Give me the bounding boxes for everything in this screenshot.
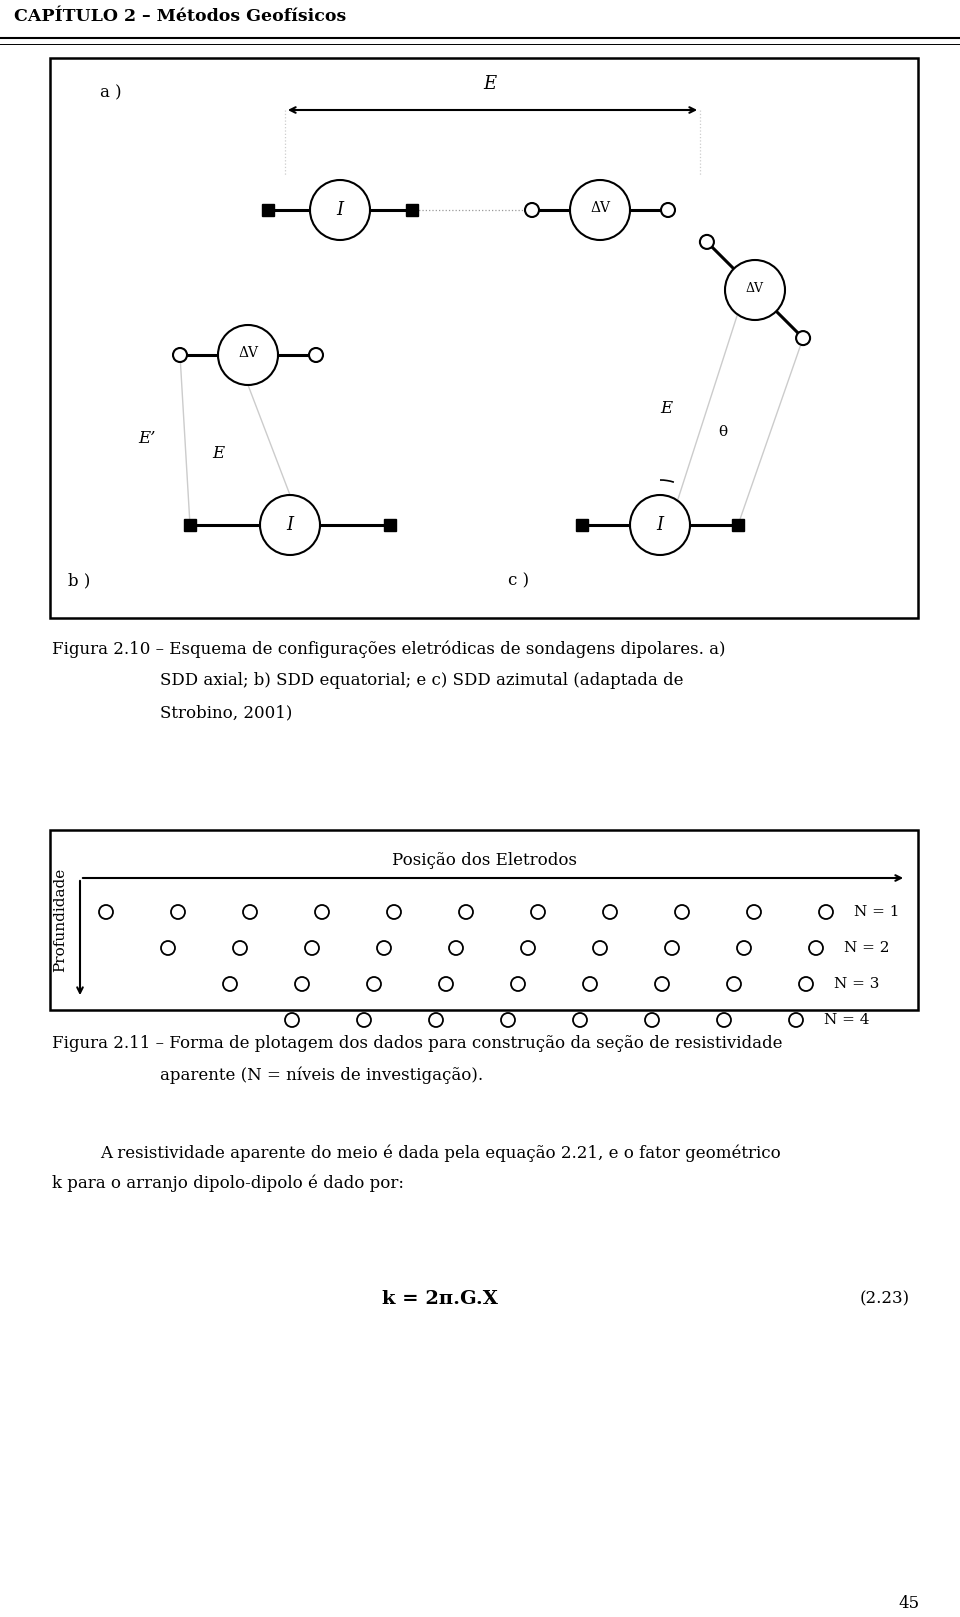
Circle shape — [665, 941, 679, 956]
Text: Figura 2.10 – Esquema de configurações eletródicas de sondagens dipolares. a): Figura 2.10 – Esquema de configurações e… — [52, 640, 726, 658]
Text: a ): a ) — [100, 84, 122, 100]
Text: c ): c ) — [508, 572, 529, 589]
Text: E’: E’ — [138, 430, 156, 446]
Text: ΔV: ΔV — [746, 281, 764, 294]
Text: A resistividade aparente do meio é dada pela equação 2.21, e o fator geométrico: A resistividade aparente do meio é dada … — [100, 1145, 780, 1163]
Circle shape — [630, 495, 690, 555]
Circle shape — [727, 977, 741, 991]
Circle shape — [737, 941, 751, 956]
Text: 45: 45 — [899, 1594, 920, 1612]
Circle shape — [310, 179, 370, 239]
Text: N = 2: N = 2 — [844, 941, 890, 956]
Circle shape — [583, 977, 597, 991]
Text: SDD axial; b) SDD equatorial; e c) SDD azimutal (adaptada de: SDD axial; b) SDD equatorial; e c) SDD a… — [160, 673, 684, 689]
Bar — [50, 58, 918, 618]
Circle shape — [285, 1012, 299, 1027]
Circle shape — [233, 941, 247, 956]
Text: Strobino, 2001): Strobino, 2001) — [160, 703, 293, 721]
Circle shape — [809, 941, 823, 956]
Circle shape — [305, 941, 319, 956]
Circle shape — [439, 977, 453, 991]
Text: (2.23): (2.23) — [860, 1290, 910, 1307]
Text: k = 2π.G.X: k = 2π.G.X — [382, 1290, 498, 1308]
Text: aparente (N = níveis de investigação).: aparente (N = níveis de investigação). — [160, 1067, 483, 1085]
Text: Posição dos Eletrodos: Posição dos Eletrodos — [392, 852, 577, 868]
Circle shape — [819, 906, 833, 918]
Circle shape — [367, 977, 381, 991]
Text: E: E — [212, 445, 224, 462]
Circle shape — [655, 977, 669, 991]
Circle shape — [173, 348, 187, 362]
Circle shape — [449, 941, 463, 956]
Circle shape — [593, 941, 607, 956]
Circle shape — [218, 325, 278, 385]
Circle shape — [725, 260, 785, 320]
Circle shape — [511, 977, 525, 991]
Circle shape — [521, 941, 535, 956]
Text: I: I — [286, 516, 294, 534]
Bar — [384, 519, 396, 530]
Text: E: E — [484, 74, 496, 94]
Circle shape — [161, 941, 175, 956]
Circle shape — [171, 906, 185, 918]
Circle shape — [309, 348, 323, 362]
Circle shape — [603, 906, 617, 918]
Text: I: I — [657, 516, 663, 534]
Circle shape — [243, 906, 257, 918]
Text: b ): b ) — [68, 572, 90, 589]
Text: N = 3: N = 3 — [834, 977, 879, 991]
Bar — [406, 204, 418, 217]
Circle shape — [223, 977, 237, 991]
Text: E: E — [660, 399, 672, 417]
Circle shape — [525, 204, 539, 217]
Circle shape — [387, 906, 401, 918]
Bar — [184, 519, 196, 530]
Circle shape — [295, 977, 309, 991]
Circle shape — [570, 179, 630, 239]
Text: N = 4: N = 4 — [824, 1012, 870, 1027]
Circle shape — [501, 1012, 515, 1027]
Text: I: I — [336, 201, 344, 218]
Text: θ: θ — [718, 425, 727, 438]
Text: ΔV: ΔV — [590, 201, 610, 215]
Circle shape — [357, 1012, 371, 1027]
Circle shape — [799, 977, 813, 991]
Circle shape — [377, 941, 391, 956]
Text: Profundidade: Profundidade — [53, 868, 67, 972]
Circle shape — [747, 906, 761, 918]
Bar — [262, 204, 274, 217]
Circle shape — [315, 906, 329, 918]
Text: CAPÍTULO 2 – Métodos Geofísicos: CAPÍTULO 2 – Métodos Geofísicos — [14, 8, 347, 24]
Circle shape — [796, 331, 810, 344]
Circle shape — [675, 906, 689, 918]
Circle shape — [459, 906, 473, 918]
Circle shape — [429, 1012, 443, 1027]
Circle shape — [700, 234, 714, 249]
Bar — [50, 830, 918, 1011]
Text: Figura 2.11 – Forma de plotagem dos dados para construção da seção de resistivid: Figura 2.11 – Forma de plotagem dos dado… — [52, 1035, 782, 1053]
Circle shape — [99, 906, 113, 918]
Bar — [732, 519, 744, 530]
Text: ΔV: ΔV — [238, 346, 258, 361]
Circle shape — [717, 1012, 731, 1027]
Circle shape — [645, 1012, 659, 1027]
Circle shape — [789, 1012, 803, 1027]
Circle shape — [573, 1012, 587, 1027]
Circle shape — [260, 495, 320, 555]
Circle shape — [661, 204, 675, 217]
Bar — [576, 519, 588, 530]
Text: k para o arranjo dipolo-dipolo é dado por:: k para o arranjo dipolo-dipolo é dado po… — [52, 1176, 404, 1192]
Circle shape — [531, 906, 545, 918]
Text: N = 1: N = 1 — [854, 906, 900, 918]
